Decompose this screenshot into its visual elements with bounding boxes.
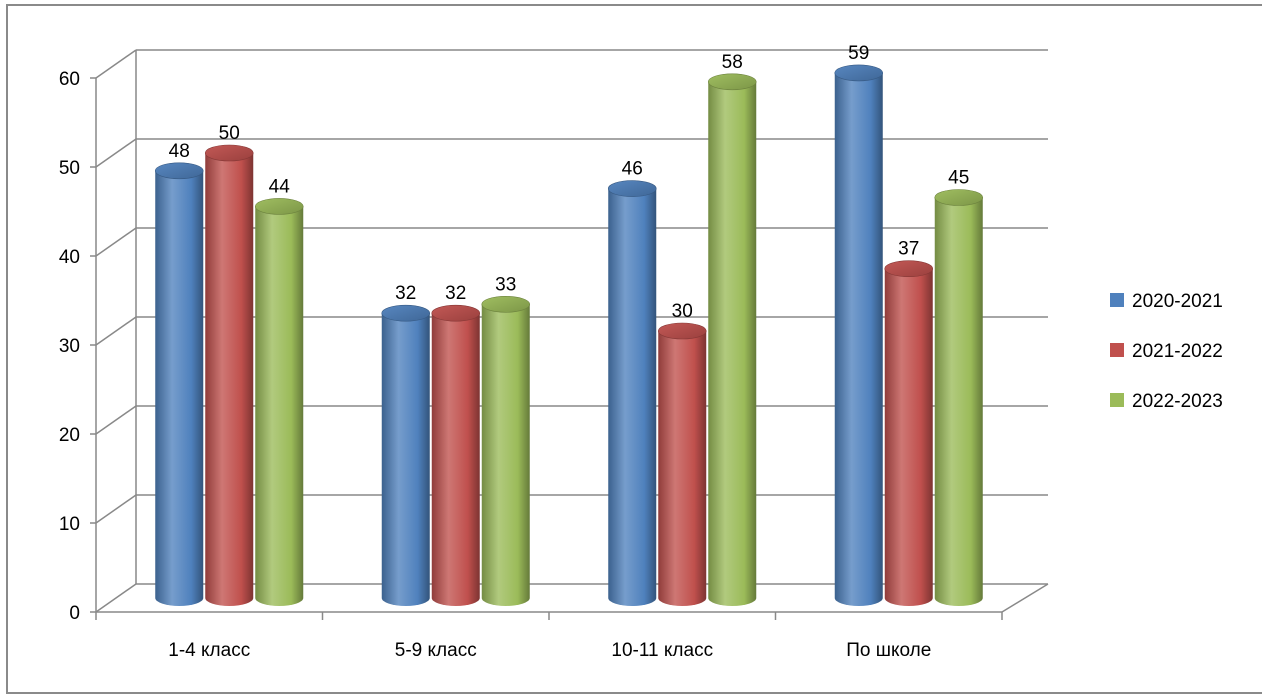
bar-cap [657,322,707,340]
y-tick-label: 40 [59,247,80,268]
bar-body [255,206,304,606]
data-label: 30 [672,301,693,322]
bar-body [658,331,707,606]
gridline-side [95,138,137,168]
bar [707,73,757,607]
bar-body [431,313,480,606]
bar-body [834,72,883,606]
bar-body [608,188,657,606]
gridline-side [95,49,137,79]
bar-cap [381,304,431,322]
y-tick-label: 10 [59,514,80,535]
legend-item: 2021-2022 [1110,341,1223,362]
y-tick-label: 0 [69,603,80,624]
bar-body [934,197,983,606]
bar-cap [431,304,481,322]
legend-swatch [1110,293,1124,307]
gridline-side [95,583,137,613]
bar [657,322,707,606]
bar-body [884,268,933,606]
x-tick-label: 5-9 класс [395,640,477,661]
bar-body [708,81,757,607]
bar-layer [154,64,984,607]
bar [884,260,934,606]
bar [204,144,254,606]
bar-cap [934,189,984,206]
x-tick-label: 1-4 класс [168,640,250,661]
bar [381,304,431,606]
data-label: 50 [219,123,240,144]
y-tick-label: 60 [59,69,80,90]
legend-swatch [1110,343,1124,357]
data-label: 46 [622,159,643,180]
bar [607,180,657,606]
y-tick-label: 30 [59,336,80,357]
data-label: 32 [445,283,466,304]
bar-body [481,304,530,606]
bar-cap [834,64,884,82]
x-tick-label: По школе [846,640,931,661]
bar [154,162,204,607]
bar [431,304,481,606]
bar [481,295,531,606]
legend-label: 2022-2023 [1132,391,1223,412]
data-label-layer: 48 50 44 32 32 33 46 30 58 59 37 45 [169,43,970,322]
legend: 2020-2021 2021-2022 2022-2023 [1110,291,1223,412]
axis-layer: 0 10 20 30 40 50 60 1-4 класс 5-9 класс 10-11 кла… [59,69,1003,661]
data-label: 48 [169,141,190,162]
bar [834,64,884,606]
gridline-side [95,316,137,346]
bar-cap [707,73,757,91]
x-tick-label: 10-11 класс [611,640,713,661]
bar [934,189,984,606]
y-tick-label: 50 [59,158,80,179]
bar [254,198,304,606]
bar-cap [607,180,657,197]
legend-item: 2020-2021 [1110,291,1223,312]
gridline-side [95,405,137,435]
bar-body [205,153,254,606]
bar-body [381,313,430,606]
legend-label: 2021-2022 [1132,341,1223,362]
data-label: 59 [848,43,869,64]
legend-swatch [1110,393,1124,407]
data-label: 32 [395,283,416,304]
legend-label: 2020-2021 [1132,291,1223,312]
floor-edge [1001,583,1049,613]
data-label: 37 [898,239,919,260]
bar-chart: 0 10 20 30 40 50 60 1-4 класс 5-9 класс 10-11 кла… [59,43,1223,661]
gridline-side [95,227,137,257]
gridline-side [95,494,137,524]
bar-cap [204,144,254,162]
data-label: 44 [269,176,291,197]
bar-cap [884,260,934,278]
bar-cap [254,198,304,215]
bar-cap [481,295,531,313]
bar-cap [154,162,204,180]
legend-item: 2022-2023 [1110,391,1223,412]
y-tick-label: 20 [59,425,80,446]
data-label: 33 [495,274,516,295]
data-label: 58 [722,52,743,73]
data-label: 45 [948,168,969,189]
bar-body [155,170,204,607]
